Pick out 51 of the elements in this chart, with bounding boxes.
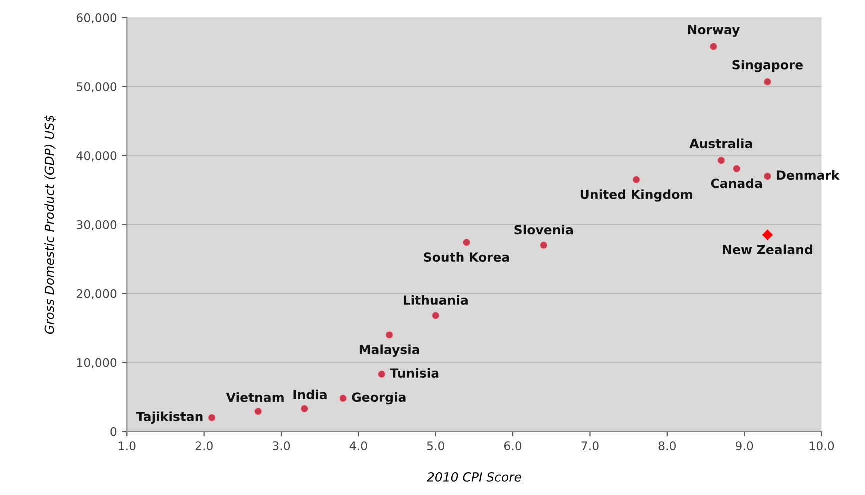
annotation: Tunisia (390, 368, 439, 378)
x-tick-label: 10.0 (810, 442, 834, 450)
point (339, 394, 348, 403)
point (732, 164, 742, 174)
x-tick-label: 6.0 (504, 442, 522, 450)
annotation: South Korea (424, 252, 510, 262)
y-tick-label: 60,000 (76, 14, 117, 24)
point (764, 78, 772, 86)
x-tick-label: 3.0 (273, 442, 290, 450)
x-axis-title: 2010 CPI Score (427, 472, 522, 482)
y-tick-label: 0 (110, 427, 117, 436)
y-tick-label: 10,000 (77, 358, 117, 369)
annotation: New Zealand (723, 244, 812, 254)
annotation: Tajikistan (136, 412, 203, 424)
annotation: United Kingdom (580, 190, 692, 202)
annotation: Canada (711, 178, 762, 188)
annotation: Georgia (352, 392, 406, 405)
point (432, 312, 440, 320)
annotation: Denmark (777, 170, 840, 180)
x-tick-label: 5.0 (427, 442, 444, 450)
point (300, 404, 309, 414)
point (709, 42, 718, 52)
annotation: Slovenia (514, 224, 573, 235)
x-tick-label: 7.0 (582, 442, 599, 450)
annotation: Norway (688, 25, 740, 38)
point (540, 241, 548, 250)
annotation: Vietnam (226, 392, 284, 402)
annotation: India (294, 390, 327, 400)
x-tick-label: 8.0 (658, 442, 676, 450)
point (632, 176, 641, 184)
point (208, 414, 216, 422)
y-axis-title: Gross Domestic Product (GDP) US$ (44, 116, 56, 334)
annotation: Malaysia (360, 344, 420, 357)
y-tick-label: 30,000 (77, 220, 117, 231)
point (761, 228, 774, 242)
x-tick-label: 4.0 (350, 442, 368, 450)
point (764, 172, 772, 181)
y-tick-label: 50,000 (77, 82, 117, 93)
point (254, 407, 263, 416)
point (385, 330, 394, 340)
x-tick-label: 2.0 (196, 442, 213, 450)
point (462, 238, 471, 247)
point (378, 370, 386, 379)
x-tick-label: 9.0 (736, 442, 754, 450)
y-tick-label: 40,000 (76, 151, 117, 162)
annotation: Australia (690, 138, 752, 148)
point (717, 156, 726, 165)
x-tick-label: 1.0 (119, 442, 136, 450)
annotation: Lithuania (404, 295, 468, 306)
annotation: Singapore (732, 60, 803, 72)
y-tick-label: 20,000 (76, 289, 117, 300)
